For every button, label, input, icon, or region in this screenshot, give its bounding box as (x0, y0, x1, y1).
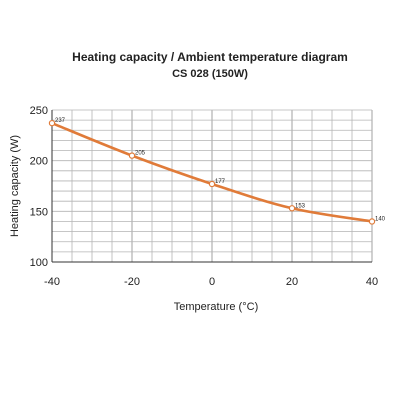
data-label: 237 (55, 118, 66, 124)
data-point (48, 119, 56, 127)
data-label: 140 (375, 216, 386, 222)
chart-title: Heating capacity / Ambient temperature d… (72, 50, 348, 64)
x-tick-label: 20 (286, 276, 298, 288)
y-tick-label: 250 (30, 105, 48, 117)
y-tick-label: 100 (30, 257, 48, 269)
data-label: 153 (295, 203, 306, 209)
y-axis-label: Heating capacity (W) (9, 135, 21, 237)
data-label: 205 (135, 151, 146, 157)
x-tick-label: 40 (366, 276, 378, 288)
y-tick-label: 150 (30, 206, 48, 218)
series-group: 237 205 177 153 140 (48, 118, 386, 225)
x-tick-label: -40 (44, 276, 60, 288)
y-tick-label: 200 (30, 156, 48, 168)
data-point (208, 180, 216, 188)
axes (51, 110, 372, 263)
x-tick-label: -20 (124, 276, 140, 288)
tick-labels: -40 -20 0 20 40 100 150 200 250 (30, 105, 378, 288)
data-point (128, 152, 136, 159)
x-tick-label: 0 (209, 276, 215, 288)
chart-subtitle: CS 028 (150W) (172, 68, 248, 80)
x-axis-label: Temperature (°C) (174, 301, 258, 313)
data-label: 177 (215, 179, 226, 185)
data-point (368, 218, 376, 225)
data-point (288, 205, 296, 212)
